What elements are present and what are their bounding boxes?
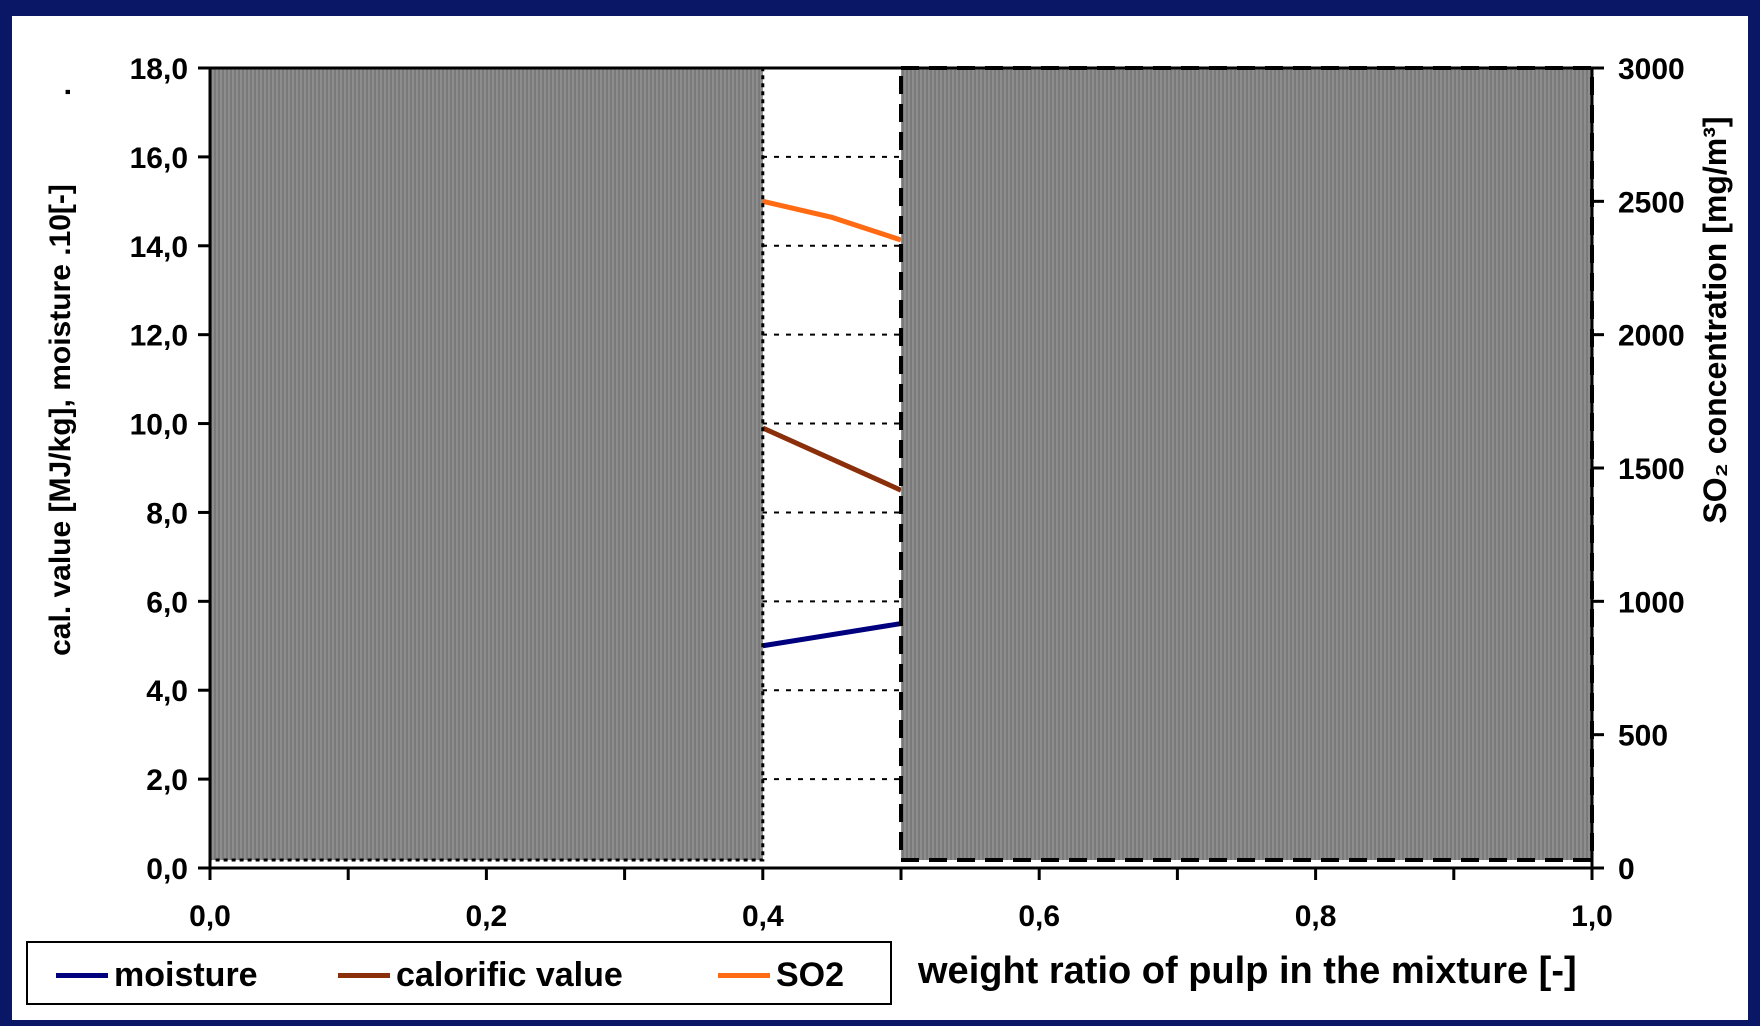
- legend-label-so2: SO2: [776, 955, 845, 994]
- occluded-region-1: [208, 66, 765, 862]
- legend-item-moisture: moisture: [56, 955, 258, 995]
- y2-tick-label: 2000: [1618, 320, 1685, 353]
- series-line-so2: [762, 198, 902, 243]
- y-tick-label: 4,0: [146, 675, 188, 708]
- y2-tick-label: 1000: [1618, 586, 1685, 619]
- legend: moisture calorific value SO2: [26, 941, 892, 1005]
- y2-axis-label: SO₂ concentration [mg/m³]: [1697, 116, 1733, 523]
- x-tick-label: 1,0: [1571, 900, 1613, 933]
- y-tick-label: 12,0: [130, 320, 188, 353]
- y2-tick-label: 1500: [1618, 453, 1685, 486]
- y2-tick-label: 0: [1618, 853, 1635, 886]
- y-tick-label: 2,0: [146, 764, 188, 797]
- legend-label-calorific-value: calorific value: [396, 955, 623, 994]
- y-tick-label: 14,0: [130, 231, 188, 264]
- y-axis-label: cal. value [MJ/kg], moisture .10[-]: [44, 184, 77, 656]
- y-tick-label: 10,0: [130, 409, 188, 442]
- x-tick-label: 0,8: [1295, 900, 1337, 933]
- legend-label-moisture: moisture: [114, 955, 258, 994]
- x-tick-label: 0,6: [1018, 900, 1060, 933]
- y2-tick-label: 3000: [1618, 53, 1685, 86]
- legend-item-calorific-value: calorific value: [338, 955, 623, 995]
- y2-tick-label: 500: [1618, 720, 1668, 753]
- x-axis-label: weight ratio of pulp in the mixture [-]: [918, 950, 1577, 992]
- y2-tick-label: 2500: [1618, 186, 1685, 219]
- y-tick-label: 0,0: [146, 853, 188, 886]
- y-axis-label-dot: .: [44, 88, 77, 96]
- x-tick-label: 0,2: [466, 900, 508, 933]
- axes: [198, 66, 1604, 880]
- legend-item-so2: SO2: [718, 955, 844, 995]
- x-tick-label: 0,0: [189, 900, 231, 933]
- occluded-region-2: [899, 66, 1594, 862]
- legend-swatch-calorific-value: [338, 972, 390, 978]
- series-line-moisture: [762, 621, 902, 649]
- y-tick-label: 6,0: [146, 586, 188, 619]
- y-tick-label: 8,0: [146, 497, 188, 530]
- legend-swatch-so2: [718, 972, 770, 978]
- y-tick-label: 18,0: [130, 53, 188, 86]
- series-line-calorific-value: [761, 425, 903, 493]
- y-tick-label: 16,0: [130, 142, 188, 175]
- tick-labels: 0,0 2,0 4,0 6,0 8,0 10,0 12,0 14,0 16,0 18,0 0 500 1…: [130, 53, 1685, 933]
- series-lines: [761, 198, 903, 649]
- legend-swatch-moisture: [56, 972, 108, 978]
- occluded-regions: [208, 66, 1594, 862]
- x-tick-label: 0,4: [742, 900, 784, 933]
